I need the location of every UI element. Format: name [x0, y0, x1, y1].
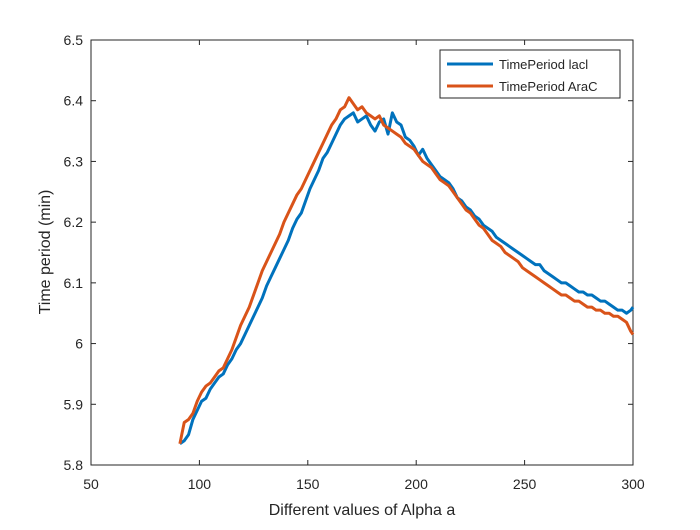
x-tick-label: 150: [296, 476, 320, 492]
y-tick-label: 6: [75, 336, 83, 352]
legend-label-arac: TimePeriod AraC: [499, 79, 598, 94]
axes-box: [90, 39, 634, 466]
x-tick-label: 300: [621, 476, 645, 492]
y-axis: 5.8 5.9 6 6.1 6.2 6.3 6.4 6.5: [64, 32, 633, 473]
series-layer: [178, 96, 635, 445]
y-tick-label: 6.2: [64, 214, 84, 230]
plot-area: [90, 39, 634, 466]
legend-label-lacl: TimePeriod lacl: [499, 57, 588, 72]
y-axis-title: Time period (min): [37, 190, 54, 315]
y-tick-label: 5.9: [64, 396, 84, 412]
legend: TimePeriod lacl TimePeriod AraC: [439, 49, 621, 99]
y-tick-label: 6.5: [64, 32, 84, 48]
x-tick-label: 250: [513, 476, 537, 492]
legend-box: [439, 49, 621, 99]
x-axis: 50 100 150 200 250 300: [83, 40, 645, 492]
series-line-lacl: [179, 111, 635, 445]
x-axis-title: Different values of Alpha a: [269, 502, 456, 519]
y-tick-label: 5.8: [64, 457, 84, 473]
y-tick-label: 6.1: [64, 275, 84, 291]
series-line-arac: [178, 96, 635, 445]
x-tick-label: 50: [83, 476, 99, 492]
x-tick-label: 100: [188, 476, 212, 492]
x-tick-label: 200: [405, 476, 429, 492]
y-tick-label: 6.4: [64, 93, 84, 109]
y-tick-label: 6.3: [64, 153, 84, 169]
